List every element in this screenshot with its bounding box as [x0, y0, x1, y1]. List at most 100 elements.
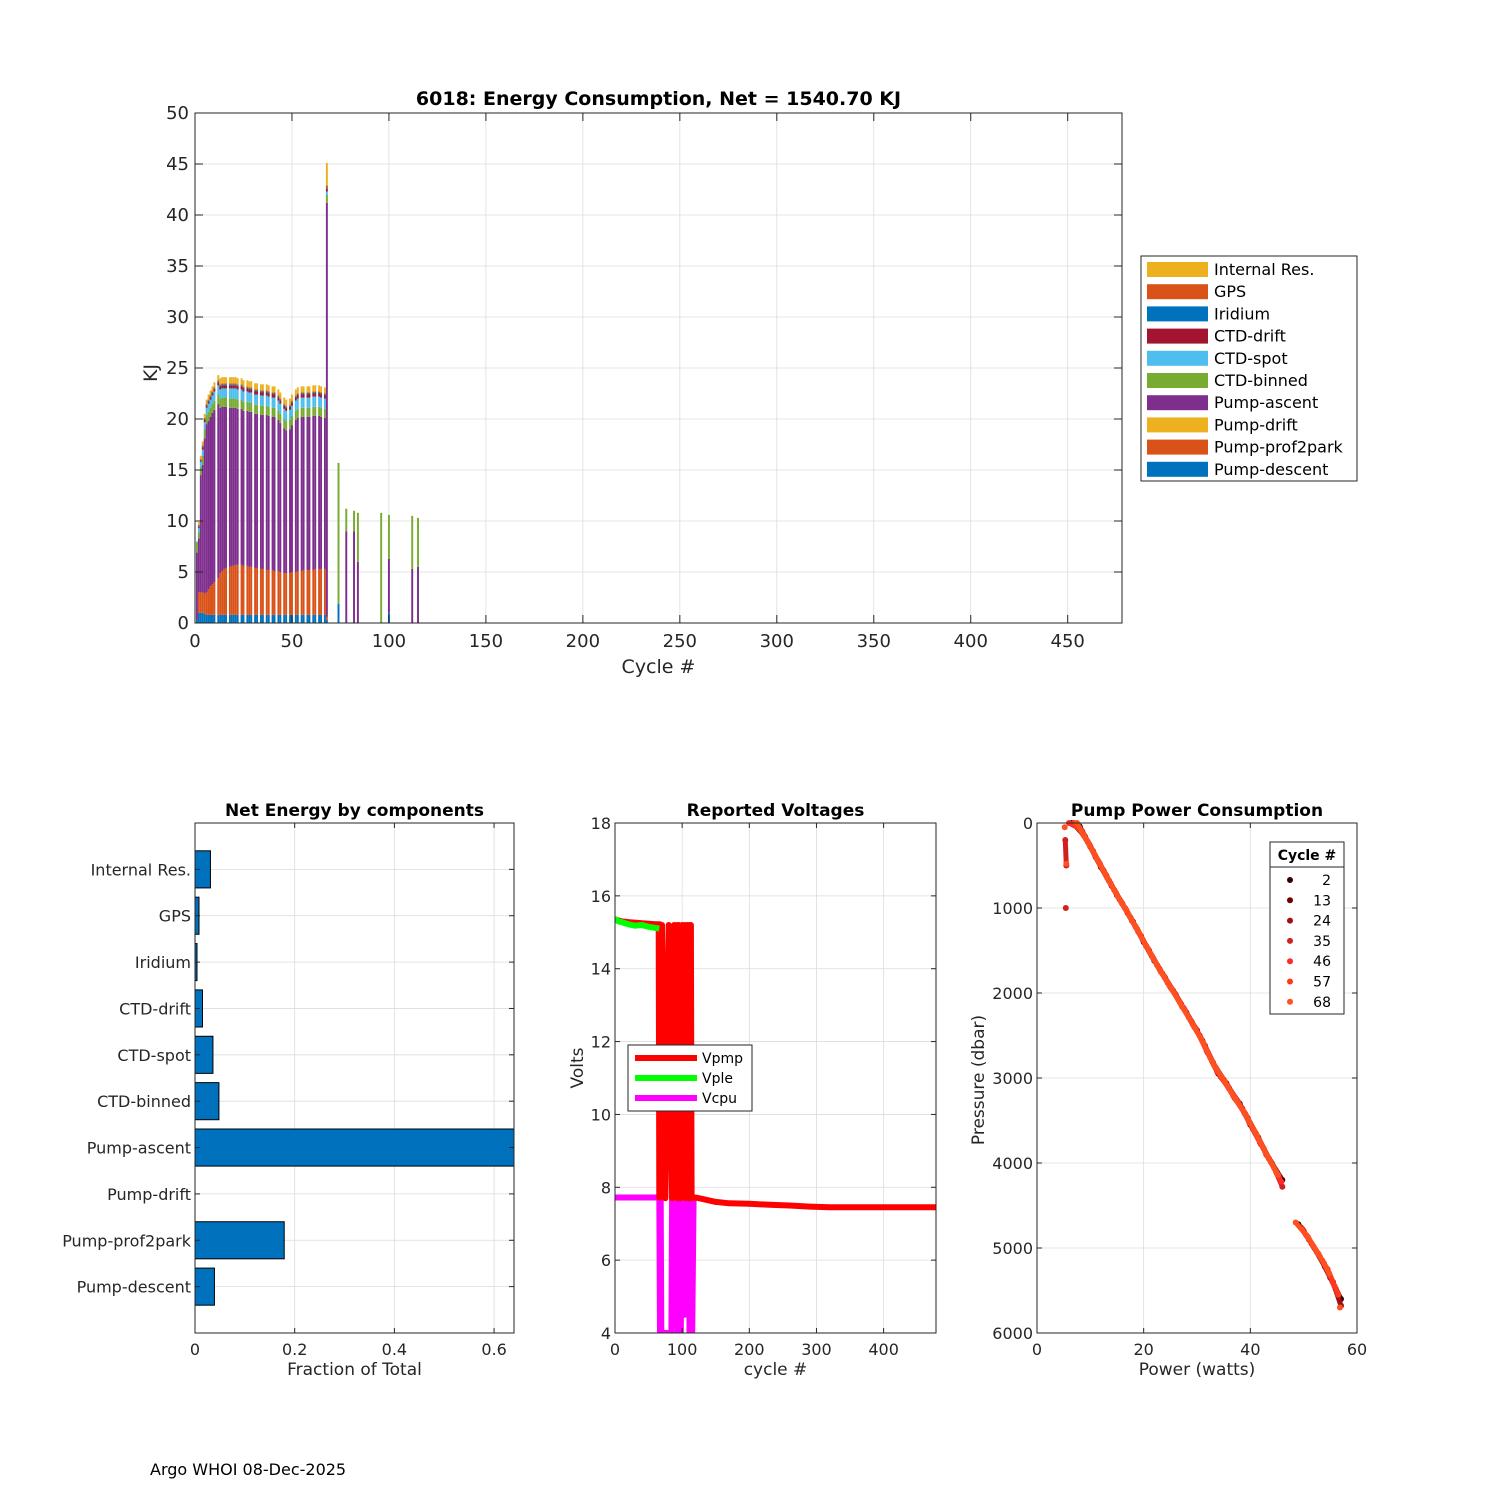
stacked-bar — [320, 386, 323, 623]
bar-segment-internal-res- — [265, 384, 268, 391]
bar-segment-iridium — [279, 399, 282, 401]
x-tick-label: 450 — [1051, 631, 1085, 652]
bar-segment-ctd-binned — [219, 398, 222, 408]
bar-segment-ctd-binned — [240, 399, 243, 409]
bar-segment-ctd-drift — [302, 394, 305, 398]
legend-label: 24 — [1313, 914, 1331, 930]
stacked-bar — [267, 385, 270, 623]
bar-segment-gps — [203, 417, 206, 419]
bar-segment-ctd-spot — [267, 396, 270, 407]
bar-segment-pump-ascent — [356, 561, 359, 623]
bar-segment-iridium — [271, 393, 274, 395]
bar-segment-pump-descent — [277, 614, 280, 623]
bar-segment-gps — [217, 380, 220, 382]
bar-segment-iridium — [261, 391, 264, 393]
y-tick-label: 3000 — [992, 1069, 1033, 1088]
stacked-bar — [197, 522, 200, 623]
bar-segment-iridium — [283, 404, 286, 406]
bar-segment-ctd-drift — [290, 402, 293, 406]
chart-title: Net Energy by components — [225, 801, 484, 821]
bar-segment-pump-descent — [209, 614, 212, 623]
bar-segment-ctd-binned — [314, 406, 317, 416]
bar-segment-ctd-binned — [289, 420, 291, 430]
x-tick-label: 150 — [469, 631, 503, 652]
bar-segment-pump-prof2park — [221, 570, 224, 615]
bar-segment-pump-prof2park — [285, 573, 288, 615]
bar-segment-gps — [230, 383, 233, 385]
bar-segment-ctd-binned — [265, 405, 268, 415]
x-tick-label: 200 — [566, 631, 600, 652]
bar-segment-pump-descent — [240, 614, 243, 623]
bar-segment-pump-prof2park — [271, 569, 274, 615]
bar-segment-iridium — [265, 391, 268, 393]
scatter-point — [1104, 875, 1111, 882]
bar-segment-pump-prof2park — [308, 569, 311, 615]
scatter-point — [1136, 930, 1143, 937]
legend: Vpmp Vple Vcpu — [627, 1044, 753, 1112]
x-tick-label: 300 — [801, 1340, 832, 1359]
bar-segment-pump-prof2park — [199, 592, 202, 613]
bar-segment-pump-prof2park — [306, 569, 309, 615]
bar-segment-pump-ascent — [294, 420, 297, 572]
bar-segment-pump-ascent — [205, 424, 208, 593]
scatter-point — [1243, 1112, 1250, 1119]
bar-segment-ctd-binned — [195, 542, 198, 553]
bar-segment-gps — [289, 404, 291, 406]
bar-segment-iridium — [221, 384, 224, 386]
scatter-connector — [1264, 1153, 1281, 1178]
bar-segment-ctd-drift — [261, 392, 264, 396]
bar-segment-ctd-binned — [246, 401, 249, 411]
bar-segment-internal-res- — [225, 377, 227, 384]
stacked-bar — [417, 517, 419, 623]
stacked-bar — [314, 385, 317, 623]
bar-segment-pump-prof2park — [318, 568, 321, 615]
bar-segment-pump-prof2park — [267, 569, 270, 615]
y-tick-label: CTD-binned — [97, 1092, 191, 1111]
bar-segment-gps — [323, 393, 326, 395]
y-tick-label: 4000 — [992, 1154, 1033, 1173]
bar-segment-pump-descent — [228, 614, 231, 623]
bar-segment-pump-prof2park — [211, 584, 214, 615]
legend-label: Vpmp — [702, 1051, 743, 1067]
bar-segment-internal-res- — [197, 522, 200, 526]
bar-segment-pump-prof2park — [213, 582, 216, 615]
legend-swatch — [1147, 306, 1208, 322]
bar-segment-gps — [296, 393, 299, 395]
bar-segment-gps — [261, 390, 264, 392]
bar-segment-ctd-spot — [203, 422, 206, 430]
bar-segment-internal-res- — [312, 385, 315, 392]
bar-segment-pump-ascent — [236, 408, 239, 565]
bar-segment-ctd-binned — [294, 410, 297, 421]
y-tick-label: 10 — [166, 511, 189, 532]
bar-segment-iridium — [294, 396, 297, 398]
bar-segment-gps — [279, 398, 282, 400]
bar-segment-pump-ascent — [201, 464, 204, 593]
x-tick-label: 0 — [190, 1340, 200, 1359]
bar-segment-pump-ascent — [296, 417, 299, 571]
bar-segment-iridium — [234, 384, 237, 386]
bar-segment-pump-ascent — [254, 413, 257, 568]
stacked-bar — [250, 381, 253, 623]
x-tick-label: 350 — [857, 631, 891, 652]
bar-segment-pump-ascent — [240, 408, 243, 565]
bar-segment-pump-prof2park — [300, 570, 303, 615]
bar-segment-ctd-spot — [265, 395, 268, 406]
bar-segment-internal-res- — [302, 386, 305, 393]
bar-segment-iridium — [211, 392, 214, 394]
scatter-connector — [1074, 820, 1089, 842]
scatter-connector — [1104, 875, 1121, 900]
bar-segment-pump-prof2park — [242, 565, 245, 615]
bar-segment-ctd-binned — [230, 398, 233, 408]
bar-segment-ctd-binned — [256, 404, 259, 414]
bar-segment-internal-res- — [290, 394, 293, 401]
bar-segment-gps — [325, 185, 328, 189]
bar-segment-pump-ascent — [273, 416, 276, 571]
scatter-point — [1232, 1096, 1239, 1103]
scatter-point — [1093, 855, 1100, 862]
bar-segment-ctd-drift — [213, 389, 216, 392]
bar-segment-ctd-drift — [207, 401, 210, 404]
x-tick-label: 0.6 — [481, 1340, 506, 1359]
footer-text: Argo WHOI 08-Dec-2025 — [150, 1460, 347, 1479]
legend-label: Vple — [702, 1071, 733, 1087]
scatter-connector — [1222, 1078, 1238, 1102]
